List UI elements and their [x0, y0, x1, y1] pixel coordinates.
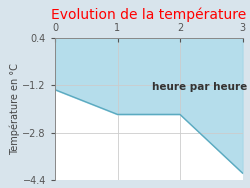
Y-axis label: Température en °C: Température en °C	[9, 63, 20, 155]
Text: heure par heure: heure par heure	[152, 82, 247, 92]
Title: Evolution de la température: Evolution de la température	[51, 7, 246, 22]
